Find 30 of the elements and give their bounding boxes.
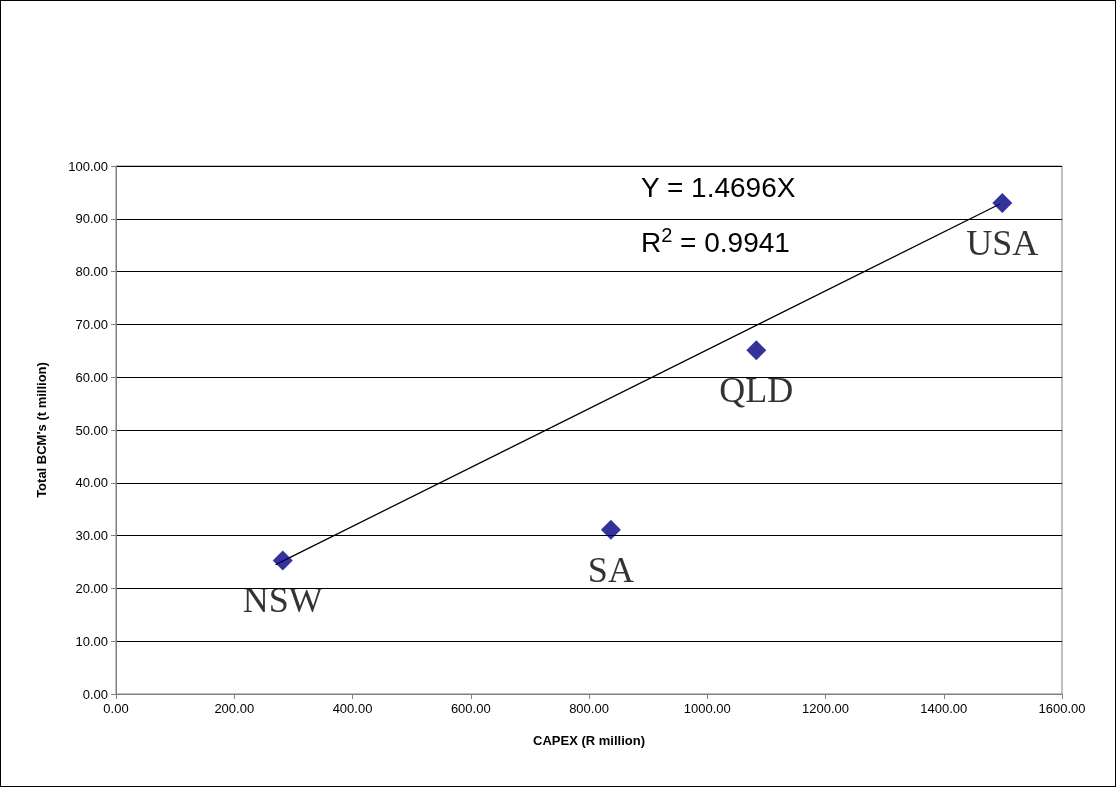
y-tick-label: 100.00: [68, 158, 108, 174]
x-tick-label: 800.00: [569, 701, 609, 716]
series-label: USA: [966, 222, 1039, 263]
point: [746, 340, 767, 361]
y-tick-label: 80.00: [75, 264, 108, 280]
point: [992, 192, 1013, 213]
x-tick-label: 1400.00: [920, 701, 968, 716]
y-tick-label: 10.00: [75, 633, 108, 649]
y-tick-label: 40.00: [75, 475, 108, 491]
y-tick-label: 0.00: [82, 686, 108, 702]
point: [600, 519, 621, 540]
y-tick-label: 90.00: [75, 211, 108, 227]
y-tick-label: 70.00: [75, 316, 108, 332]
annotation: Y = 1.4696X: [641, 171, 796, 203]
series-label: QLD: [719, 370, 794, 411]
y-tick-label: 20.00: [75, 580, 108, 596]
y-tick-label: 60.00: [75, 369, 108, 385]
y-tick-label: 30.00: [75, 528, 108, 544]
y-tick-label: 50.00: [75, 422, 108, 438]
x-tick-label: 1600.00: [1038, 701, 1086, 716]
x-tick-label: 1000.00: [683, 701, 731, 716]
x-tick-label: 400.00: [332, 701, 373, 716]
x-tick-label: 1200.00: [802, 701, 849, 716]
x-tick-label: 0.00: [103, 701, 129, 716]
y-axis-title: Total BCM's (t million): [34, 362, 49, 498]
series-label: SA: [587, 549, 634, 590]
point: [272, 550, 293, 571]
x-axis-title: CAPEX (R million): [533, 733, 645, 748]
x-tick-label: 200.00: [214, 701, 255, 716]
x-tick-label: 600.00: [450, 701, 491, 716]
